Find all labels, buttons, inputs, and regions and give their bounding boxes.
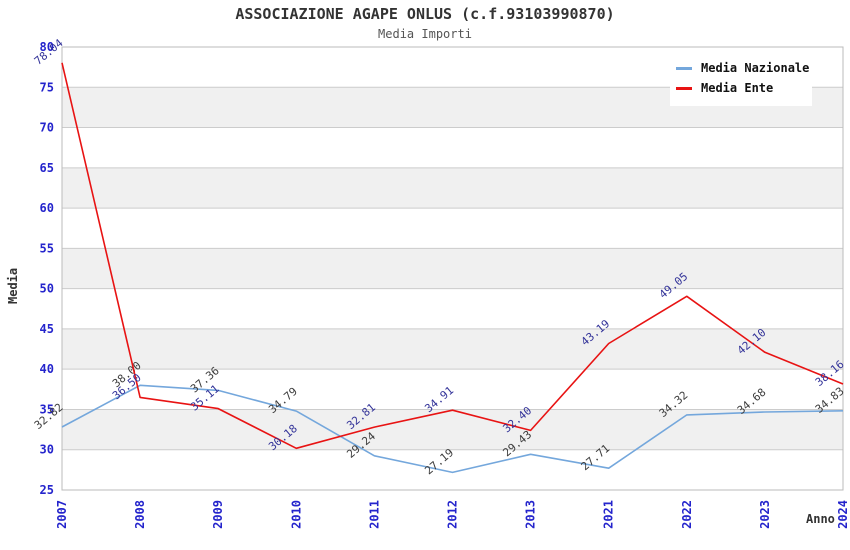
legend-item-media-ente: Media Ente [676, 78, 812, 98]
plot-border [61, 46, 844, 491]
plot-band [62, 288, 843, 329]
x-tick-label: 2021 [602, 500, 616, 529]
x-tick-label: 2023 [758, 500, 772, 529]
legend-label: Media Ente [701, 81, 774, 95]
y-tick-label: 30 [40, 443, 54, 457]
plot-band [62, 409, 843, 450]
y-tick-label: 70 [40, 121, 54, 135]
x-tick-label: 2024 [836, 500, 850, 529]
legend-swatch-media-ente [676, 86, 692, 90]
y-tick-label: 40 [40, 362, 54, 376]
plot-band [62, 449, 843, 490]
plot-band [62, 328, 843, 370]
x-axis-title: Anno [806, 512, 835, 526]
x-tick-label: 2010 [289, 500, 303, 529]
chart-title: ASSOCIAZIONE AGAPE ONLUS (c.f.9310399087… [235, 5, 615, 23]
plot-band [62, 248, 843, 289]
x-tick-label: 2007 [55, 500, 69, 529]
plot-band [62, 167, 843, 209]
legend-label: Media Nazionale [701, 61, 810, 75]
series-line-media-ente [61, 62, 844, 450]
legend: Media Nazionale Media Ente [670, 50, 812, 106]
plot-band [62, 127, 843, 168]
y-tick-label: 25 [40, 483, 54, 497]
y-tick-label: 35 [40, 402, 54, 416]
y-tick-label: 65 [40, 161, 54, 175]
y-tick-label: 75 [40, 80, 54, 94]
legend-swatch-media-nazionale [676, 66, 692, 70]
y-tick-label: 55 [40, 241, 54, 255]
x-tick-label: 2013 [524, 500, 538, 529]
y-tick-label: 45 [40, 322, 54, 336]
plot-band [62, 208, 843, 249]
chart-subtitle: Media Importi [378, 27, 472, 41]
x-tick-label: 2022 [680, 500, 694, 529]
y-tick-label: 80 [40, 40, 54, 54]
x-tick-label: 2008 [133, 500, 147, 529]
y-axis-title: Media [6, 267, 20, 304]
x-tick-label: 2011 [367, 500, 381, 529]
series-line-media-nazionale [61, 384, 844, 474]
x-tick-label: 2012 [446, 500, 460, 529]
y-tick-label: 50 [40, 282, 54, 296]
y-tick-label: 60 [40, 201, 54, 215]
legend-item-media-nazionale: Media Nazionale [676, 58, 812, 78]
x-tick-label: 2009 [211, 500, 225, 529]
